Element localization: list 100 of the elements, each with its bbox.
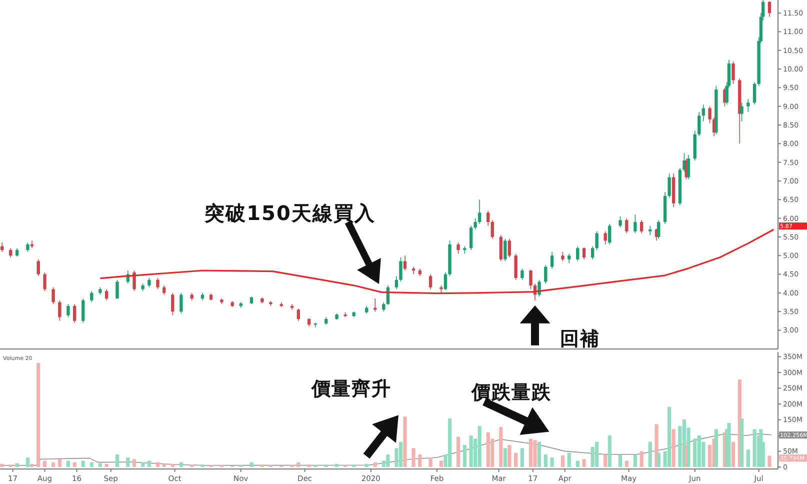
bar xyxy=(537,442,542,467)
candlestick xyxy=(156,278,160,290)
candlestick xyxy=(708,106,712,124)
bar xyxy=(520,448,524,467)
candlestick xyxy=(73,304,76,324)
candlestick xyxy=(561,251,564,262)
candlestick xyxy=(104,288,108,301)
candlestick xyxy=(529,269,532,290)
bar xyxy=(544,454,548,467)
annotation: 回補 xyxy=(560,328,600,350)
bar xyxy=(98,463,102,467)
candlestick xyxy=(90,290,94,303)
bar xyxy=(560,455,565,467)
candlestick xyxy=(58,300,62,322)
candlestick xyxy=(634,214,637,234)
candlestick xyxy=(66,304,70,318)
bar xyxy=(428,458,432,467)
candlestick xyxy=(576,246,580,262)
candlestick xyxy=(668,173,671,198)
candlestick xyxy=(403,255,407,271)
bar xyxy=(147,460,152,467)
bar xyxy=(418,454,422,467)
bar xyxy=(141,462,145,467)
bar xyxy=(296,462,300,467)
candlestick xyxy=(499,234,503,262)
bar xyxy=(30,464,34,467)
bar xyxy=(486,432,490,467)
candlestick xyxy=(732,61,735,84)
candlestick xyxy=(30,240,34,249)
candlestick xyxy=(171,292,174,316)
bar xyxy=(624,460,628,467)
annotation: 突破150天線買入 xyxy=(204,201,376,226)
candlestick xyxy=(469,225,473,250)
bar xyxy=(307,464,311,467)
bar xyxy=(582,459,586,467)
bar xyxy=(170,464,174,467)
line-series xyxy=(99,228,774,294)
bar xyxy=(132,459,136,467)
candlestick xyxy=(702,104,705,122)
candlestick xyxy=(399,257,402,282)
candlestick xyxy=(595,230,598,250)
bar xyxy=(693,438,697,467)
bar xyxy=(26,458,30,467)
candlestick xyxy=(444,272,448,290)
bar xyxy=(469,435,473,467)
candlestick xyxy=(504,238,507,262)
candlestick xyxy=(740,102,744,122)
bar xyxy=(190,464,194,467)
candlestick xyxy=(640,220,644,234)
bar xyxy=(640,451,644,467)
candlestick xyxy=(648,225,652,236)
bar xyxy=(528,438,533,467)
bar xyxy=(179,462,183,467)
bar xyxy=(58,459,62,467)
bar xyxy=(412,448,416,467)
bar xyxy=(104,464,108,467)
candlestick xyxy=(490,220,494,240)
candlestick xyxy=(582,246,586,260)
candlestick xyxy=(657,220,660,240)
candlestick xyxy=(116,279,119,299)
bar xyxy=(162,464,166,467)
candlestick xyxy=(43,272,46,292)
bar xyxy=(752,429,756,467)
bar xyxy=(334,464,339,467)
candlestick xyxy=(608,223,612,245)
candlestick xyxy=(382,302,386,312)
bar xyxy=(51,462,56,467)
bar xyxy=(15,463,19,467)
bar xyxy=(250,462,254,467)
candlestick xyxy=(768,0,772,18)
bar xyxy=(648,442,652,467)
bar xyxy=(768,456,772,467)
bar xyxy=(90,462,94,467)
candlestick xyxy=(550,251,554,270)
bar xyxy=(604,454,608,467)
candlestick xyxy=(180,292,183,314)
bar xyxy=(576,460,580,467)
candlestick xyxy=(590,246,594,260)
candlestick xyxy=(508,238,512,258)
annotation: 價跌量跌 xyxy=(470,382,552,404)
candlestick xyxy=(478,199,482,224)
bar xyxy=(478,426,482,467)
bar xyxy=(373,462,377,467)
bar xyxy=(324,464,328,467)
candlestick xyxy=(625,218,628,234)
candlestick xyxy=(456,242,460,254)
bar xyxy=(8,464,12,467)
bar xyxy=(364,464,368,467)
candlestick xyxy=(9,248,12,258)
bar xyxy=(514,452,518,467)
bar xyxy=(656,452,660,467)
candlestick xyxy=(698,112,701,137)
bar xyxy=(672,429,676,467)
candlestick xyxy=(36,258,40,277)
candlestick xyxy=(162,285,166,296)
bar xyxy=(462,444,466,467)
candlestick xyxy=(752,82,756,105)
bar xyxy=(66,460,70,467)
candlestick xyxy=(474,218,477,230)
candlestick xyxy=(514,253,518,280)
